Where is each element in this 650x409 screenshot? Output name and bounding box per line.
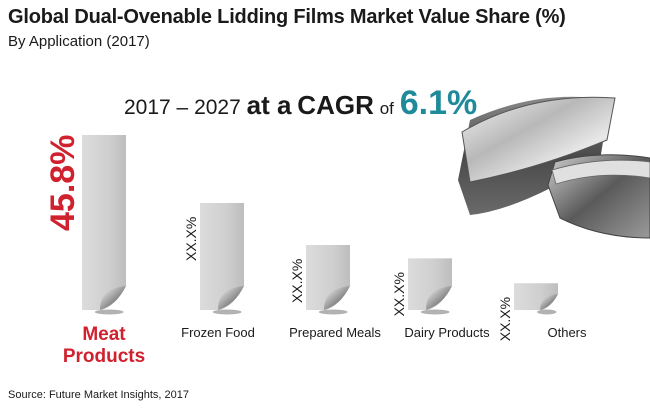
tray-back-lid — [461, 96, 616, 183]
cagr-range: 2017 – 2027 — [124, 96, 241, 119]
tray-front-rim — [551, 159, 650, 185]
category-label: Others — [547, 325, 587, 340]
bar-page-curl — [99, 286, 126, 310]
bar-page-curl — [217, 286, 244, 310]
source-note: Source: Future Market Insights, 2017 — [8, 389, 189, 401]
cagr-of: of — [379, 99, 394, 118]
category-label: Meat — [82, 324, 126, 345]
bar-frozen-food — [200, 203, 244, 315]
bar-body — [82, 135, 126, 310]
bar-shadow — [420, 309, 450, 315]
data-label: XX.X% — [391, 272, 407, 316]
chart-subtitle: By Application (2017) — [8, 33, 150, 50]
data-label: XX.X% — [183, 217, 199, 261]
category-label: Prepared Meals — [289, 325, 381, 340]
category-label: Frozen Food — [181, 325, 255, 340]
bar-others — [514, 283, 558, 315]
bar-page-curl — [425, 286, 452, 310]
bar-meat-products — [82, 135, 126, 315]
cagr-value: 6.1% — [399, 84, 478, 122]
bar-shadow — [212, 309, 242, 315]
bar-shadow — [537, 309, 557, 315]
bar-page-curl — [539, 293, 558, 310]
category-label: Products — [63, 346, 145, 367]
cagr-at-a: at a — [246, 90, 292, 120]
data-label: XX.X% — [497, 297, 513, 341]
cagr-label: CAGR — [297, 90, 374, 120]
bar-page-curl — [323, 286, 350, 310]
chart-title: Global Dual-Ovenable Lidding Films Marke… — [8, 6, 566, 28]
bar-shadow — [94, 309, 124, 315]
category-label: Dairy Products — [404, 325, 490, 340]
bar-body — [200, 203, 244, 310]
data-label: 45.8% — [44, 135, 82, 231]
bar-shadow — [318, 309, 348, 315]
bar-dairy-products — [408, 258, 452, 315]
bar-prepared-meals — [306, 245, 350, 315]
data-label: XX.X% — [289, 259, 305, 303]
cagr-callout: 2017 – 2027 at a CAGR of 6.1% — [124, 84, 477, 123]
